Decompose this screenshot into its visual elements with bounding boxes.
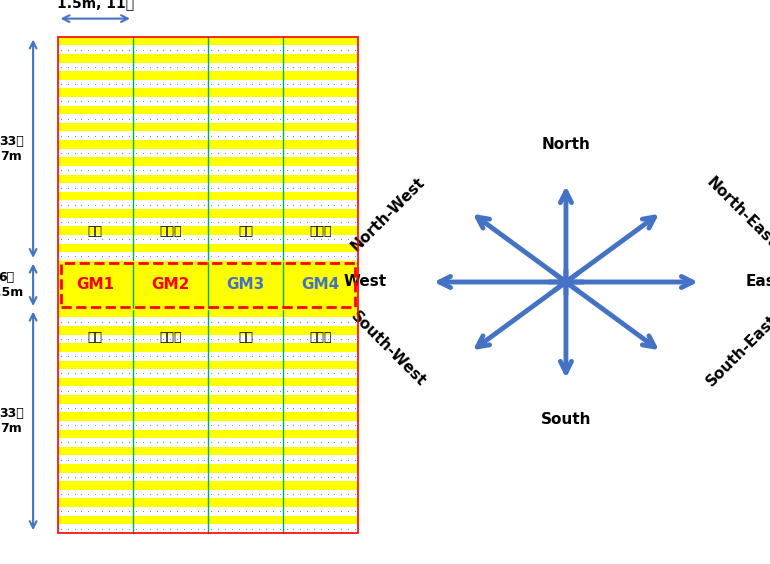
Bar (58, 123, 358, 131)
Bar (58, 244, 358, 252)
Bar (58, 464, 358, 473)
Bar (58, 261, 358, 309)
Bar (58, 157, 358, 166)
Bar (58, 175, 358, 183)
Bar (58, 140, 358, 149)
Bar (58, 525, 358, 533)
Bar (58, 334, 358, 343)
Bar (58, 455, 358, 464)
Bar (58, 252, 358, 261)
Bar (58, 438, 358, 447)
Bar (58, 45, 358, 54)
Text: 동진배: 동진배 (310, 331, 332, 344)
Text: 6줄
1.5m: 6줄 1.5m (0, 271, 24, 299)
Bar (58, 200, 358, 209)
Bar (58, 226, 358, 235)
Bar (58, 71, 358, 80)
Bar (58, 105, 358, 114)
Bar (58, 481, 358, 490)
Text: GM1: GM1 (76, 277, 115, 292)
Text: South-East: South-East (704, 312, 770, 390)
Bar (58, 80, 358, 89)
Bar (58, 326, 358, 334)
Text: West: West (343, 275, 387, 289)
Bar (58, 360, 358, 369)
Bar (58, 507, 358, 515)
Bar (58, 473, 358, 481)
Text: 앵미: 앵미 (88, 226, 102, 239)
Text: 앵미: 앵미 (238, 331, 253, 344)
Text: 앵미: 앵미 (238, 226, 253, 239)
Bar (58, 421, 358, 430)
Bar (58, 395, 358, 404)
Text: 33줄
7m: 33줄 7m (0, 135, 24, 163)
Bar (58, 404, 358, 412)
Text: 동진배: 동진배 (310, 226, 332, 239)
Bar (58, 430, 358, 438)
Text: GM3: GM3 (226, 277, 265, 292)
Bar (58, 515, 358, 525)
Bar (58, 37, 358, 45)
Bar (58, 209, 358, 218)
Text: 일미배: 일미배 (159, 226, 182, 239)
Bar (58, 352, 358, 360)
Text: 일미배: 일미배 (159, 331, 182, 344)
Bar (58, 192, 358, 200)
Bar (58, 343, 358, 352)
Bar (58, 54, 358, 63)
Bar (58, 166, 358, 175)
Bar (58, 89, 358, 97)
Bar (58, 97, 358, 105)
Text: 앵미: 앵미 (88, 331, 102, 344)
Bar (58, 183, 358, 192)
Text: South: South (541, 412, 591, 427)
Bar (58, 386, 358, 395)
Bar (58, 369, 358, 378)
Text: 33줄
7m: 33줄 7m (0, 407, 24, 435)
Text: North-East: North-East (704, 174, 770, 250)
Text: North-West: North-West (349, 174, 428, 254)
Bar (58, 447, 358, 455)
Text: South-West: South-West (347, 309, 428, 390)
Text: 1.5m, 11주: 1.5m, 11주 (57, 0, 134, 10)
Bar (58, 218, 358, 226)
Bar (58, 499, 358, 507)
Bar (58, 490, 358, 499)
Bar (58, 131, 358, 140)
Bar (58, 378, 358, 386)
Bar (58, 412, 358, 421)
Bar (58, 149, 358, 157)
Text: North: North (541, 137, 591, 152)
Text: GM2: GM2 (151, 277, 189, 292)
Bar (58, 235, 358, 244)
Bar (58, 63, 358, 71)
Bar (58, 309, 358, 318)
Bar (58, 114, 358, 123)
Bar (58, 37, 358, 533)
Text: East: East (745, 275, 770, 289)
Bar (58, 318, 358, 326)
Text: GM4: GM4 (301, 277, 340, 292)
